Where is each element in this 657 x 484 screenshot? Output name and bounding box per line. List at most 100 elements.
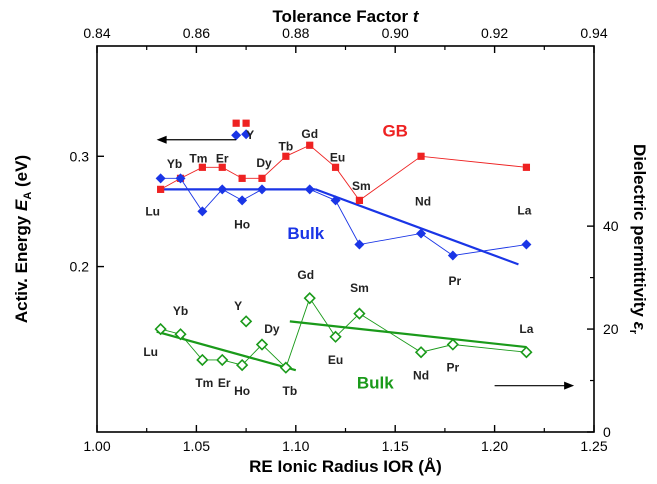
y2-tick-label: 0: [603, 424, 611, 440]
y-axis-title: Activ. Energy EA (eV): [12, 155, 34, 323]
data-point: [154, 322, 167, 336]
y2-axis-title: Dielectric permittivity εr: [627, 144, 649, 335]
data-point: [174, 328, 187, 341]
data-point: [157, 185, 165, 193]
y2-axis-title-sub: r: [627, 330, 639, 335]
series-line: [160, 177, 527, 257]
point-label: Y: [234, 299, 242, 313]
data-point-extra: [242, 119, 250, 127]
series-1: [155, 129, 532, 261]
series-line: [160, 297, 527, 369]
x-tick-label: 1.25: [580, 438, 607, 454]
point-label: Er: [216, 151, 229, 165]
fit-line: [315, 188, 519, 266]
legend-marker: [231, 130, 242, 141]
point-label: Ho: [234, 218, 250, 232]
legend-label: Y: [246, 128, 254, 142]
data-point: [417, 152, 425, 160]
x-tick-label: 1.15: [382, 438, 409, 454]
top-tick-label: 0.92: [481, 25, 508, 41]
top-tick-label: 0.94: [580, 25, 607, 41]
data-point-extra: [241, 129, 252, 140]
data-point: [447, 250, 458, 261]
data-point: [303, 292, 316, 305]
y-tick-label: 0.3: [70, 148, 90, 164]
point-label: Sm: [350, 281, 369, 295]
top-tick-label: 0.90: [382, 25, 409, 41]
data-point: [306, 141, 314, 149]
point-label: Tm: [189, 151, 207, 165]
annotations: GB Bulk Bulk Y: [156, 119, 575, 392]
data-point: [196, 353, 209, 367]
data-point: [521, 239, 532, 250]
y2-axis-title-text: Dielectric permittivity: [630, 144, 649, 322]
point-label: Tb: [283, 384, 298, 398]
data-point: [216, 353, 229, 367]
point-label: Pr: [447, 361, 460, 375]
data-point: [304, 184, 315, 195]
series-label: GB: [382, 121, 408, 140]
y2-axis-title-var: ε: [630, 322, 649, 331]
x-tick-label: 1.00: [83, 438, 110, 454]
data-point: [155, 173, 166, 184]
arrow-head: [156, 135, 167, 144]
point-label: Tm: [195, 376, 213, 390]
point-label: Lu: [145, 204, 160, 218]
point-label: Yb: [173, 304, 188, 318]
data-point: [331, 163, 340, 171]
y-axis-title-var: E: [12, 199, 31, 211]
top-tick-label: 0.84: [83, 25, 110, 41]
data-point: [330, 195, 341, 206]
top-axis-title: Tolerance Factor t: [272, 7, 419, 26]
y-tick-label: 0.2: [70, 259, 90, 275]
data-point: [257, 184, 268, 195]
y-axis-title-text: Activ. Energy: [12, 211, 31, 323]
data-point: [282, 152, 290, 160]
data-point: [520, 346, 533, 359]
data-point: [217, 184, 228, 195]
data-point: [355, 196, 364, 204]
arrow-head: [564, 381, 575, 390]
point-label: Yb: [167, 157, 182, 171]
point-label: La: [517, 203, 531, 217]
top-tick-label: 0.88: [282, 25, 309, 41]
data-point: [446, 338, 459, 351]
point-label: Ho: [234, 384, 250, 398]
data-point: [416, 228, 427, 239]
axis-titles: RE Ionic Radius IOR (Å) Tolerance Factor …: [12, 7, 649, 476]
point-label: Eu: [330, 150, 345, 164]
y-axis-title-sub: A: [22, 192, 34, 200]
top-axis-title-text: Tolerance Factor: [272, 7, 412, 26]
plot-frame: [96, 45, 595, 433]
axis-ticks: 1.00 1.05 1.10 1.15 1.20 1.25 0.84 0.86 0.88 0.90…: [70, 25, 619, 454]
x-tick-label: 1.05: [183, 438, 210, 454]
data-point: [197, 206, 208, 217]
point-label: Gd: [301, 127, 318, 141]
point-label: Eu: [328, 353, 343, 367]
x-axis-title: RE Ionic Radius IOR (Å): [249, 457, 442, 476]
data-point: [218, 163, 226, 171]
data-point: [255, 338, 269, 351]
point-label: Pr: [448, 274, 461, 288]
point-label: Er: [218, 376, 231, 390]
data-point: [522, 163, 531, 171]
point-label: Gd: [297, 268, 314, 282]
fit-lines: [156, 188, 527, 372]
data-point-extra: [239, 315, 253, 328]
series: [154, 119, 533, 374]
fit-line: [289, 320, 527, 349]
data-point: [354, 239, 365, 250]
data-point: [329, 330, 342, 343]
series-label: Bulk: [287, 224, 324, 243]
data-point: [258, 174, 266, 182]
point-label: Nd: [413, 368, 429, 382]
point-label: Dy: [264, 322, 280, 336]
top-tick-label: 0.86: [183, 25, 210, 41]
point-label: Dy: [256, 156, 272, 170]
y-axis-title-unit: (eV): [12, 155, 31, 192]
point-label: Sm: [352, 179, 371, 193]
x-tick-label: 1.10: [282, 438, 309, 454]
point-label: Tb: [279, 139, 294, 153]
